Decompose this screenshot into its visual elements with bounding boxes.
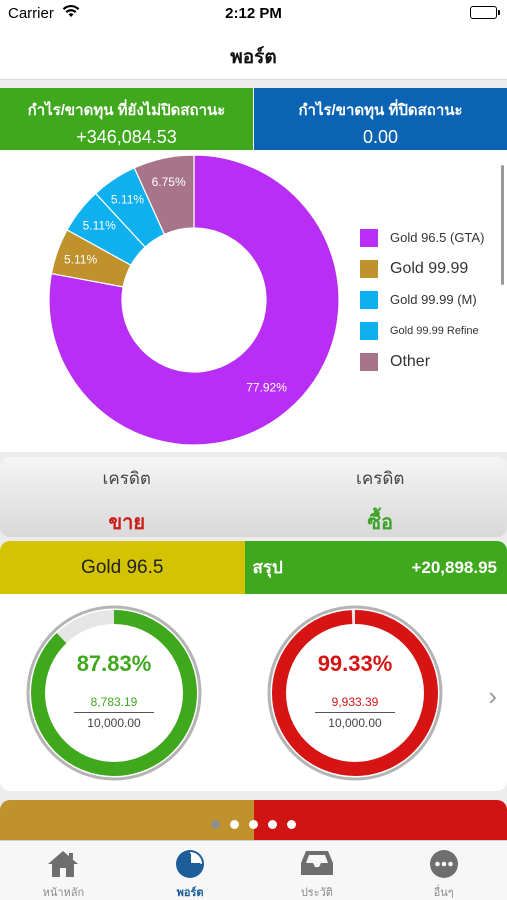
wifi-icon — [62, 4, 80, 22]
gauge-divider — [74, 712, 154, 713]
donut-slice-label: 6.75% — [152, 175, 186, 189]
legend-item: Gold 99.99 (M) — [360, 284, 484, 315]
credit-usage-gauge-buy: 99.33% 9,933.39 10,000.00 — [267, 605, 443, 781]
legend-label: Gold 99.99 — [390, 259, 469, 277]
donut-slice-label: 77.92% — [246, 380, 287, 394]
status-bar: Carrier 2:12 PM — [0, 0, 507, 28]
navigation-bar: พอร์ต — [0, 28, 507, 80]
legend-label: Other — [390, 352, 431, 370]
pie-chart-icon — [127, 849, 254, 878]
page-title: พอร์ต — [230, 47, 277, 68]
realized-pl-value: 0.00 — [362, 127, 399, 147]
gauge-ring — [26, 605, 202, 781]
tab-portfolio[interactable]: พอร์ต — [127, 841, 254, 900]
legend-label: Gold 99.99 (M) — [390, 292, 477, 307]
gauge-divider — [315, 712, 395, 713]
status-time: 2:12 PM — [225, 5, 282, 22]
summary-value: +20,898.95 — [411, 557, 497, 577]
summary-label: สรุป — [252, 558, 283, 577]
page-dot[interactable] — [211, 820, 220, 829]
vertical-scrollbar[interactable] — [501, 165, 504, 285]
credit-usage-gauge-sell: 87.83% 8,783.19 10,000.00 — [26, 605, 202, 781]
portfolio-scroll-view[interactable]: กำไร/ขาดทุน ที่ยังไม่ปิดสถานะ +346,084.5… — [0, 80, 507, 840]
chevron-right-icon[interactable]: › — [488, 681, 497, 711]
page-dot[interactable] — [287, 820, 296, 829]
gauge-ring — [267, 605, 443, 781]
legend-swatch — [360, 290, 378, 309]
tab-home[interactable]: หน้าหลัก — [0, 841, 127, 900]
credit-sell-column[interactable]: เครดิต ขาย — [0, 457, 254, 537]
gauge-percent: 99.33% — [317, 651, 393, 676]
unrealized-pl-value: +346,084.53 — [76, 127, 177, 147]
portfolio-card[interactable]: Gold 96.5 สรุป +20,898.95 87.83% 8,783.1… — [0, 541, 507, 791]
profit-loss-row: กำไร/ขาดทุน ที่ยังไม่ปิดสถานะ +346,084.5… — [0, 88, 507, 150]
tab-bar: หน้าหลัก พอร์ต ประวัติ — [0, 840, 507, 900]
portfolio-card-header: Gold 96.5 สรุป +20,898.95 — [0, 541, 507, 594]
legend-item: Other — [360, 346, 484, 377]
tab-portfolio-label: พอร์ต — [176, 887, 204, 899]
more-dots-icon — [380, 849, 507, 878]
gauge-numerator: 9,933.39 — [331, 695, 379, 709]
donut-slice-label: 5.11% — [111, 193, 144, 207]
donut-slice-label: 5.11% — [64, 252, 97, 266]
buy-credit-button[interactable]: ซื้อ — [367, 512, 394, 534]
tab-history[interactable]: ประวัติ — [254, 841, 381, 900]
battery-icon — [470, 6, 500, 19]
legend-swatch — [360, 228, 378, 247]
sell-credit-button[interactable]: ขาย — [108, 512, 146, 534]
gauge-denominator: 10,000.00 — [87, 716, 141, 730]
realized-pl-label: กำไร/ขาดทุน ที่ปิดสถานะ — [298, 102, 463, 119]
next-card-left — [0, 800, 254, 840]
credit-buy-label: เครดิต — [356, 469, 405, 488]
legend-label: Gold 99.99 Refine — [390, 324, 479, 337]
home-icon — [0, 849, 127, 877]
page-dot[interactable] — [268, 820, 277, 829]
donut-slice-label: 5.11% — [83, 219, 116, 233]
legend-label: Gold 96.5 (GTA) — [390, 230, 485, 245]
legend-item: Gold 99.99 — [360, 253, 484, 284]
legend-swatch — [360, 321, 378, 340]
page-dot[interactable] — [249, 820, 258, 829]
next-card-right — [253, 800, 507, 840]
tab-history-label: ประวัติ — [300, 887, 333, 899]
gauge-percent: 87.83% — [76, 651, 152, 676]
credit-row: เครดิต ขาย เครดิต ซื้อ — [0, 457, 507, 537]
credit-buy-column[interactable]: เครดิต ซื้อ — [254, 457, 507, 537]
allocation-donut-chart[interactable]: 77.92% 5.11% 5.11% 5.11% 6.75% — [0, 150, 350, 452]
page-dot[interactable] — [230, 820, 239, 829]
allocation-chart-card: 77.92% 5.11% 5.11% 5.11% 6.75% Gold 96.5 (GT… — [0, 150, 507, 452]
portfolio-summary: สรุป +20,898.95 — [244, 541, 507, 594]
tab-more-label: อื่นๆ — [433, 887, 454, 899]
legend-item: Gold 96.5 (GTA) — [360, 222, 484, 253]
gauge-denominator: 10,000.00 — [328, 716, 382, 730]
inbox-tray-icon — [254, 849, 381, 877]
legend-swatch — [360, 259, 378, 278]
gauge-numerator: 8,783.19 — [90, 695, 138, 709]
page-indicator[interactable] — [0, 820, 507, 836]
donut-slice[interactable] — [48, 154, 340, 446]
realized-pl-box: กำไร/ขาดทุน ที่ปิดสถานะ 0.00 — [254, 88, 507, 150]
legend-item: Gold 99.99 Refine — [360, 315, 484, 346]
chart-legend: Gold 96.5 (GTA) Gold 99.99 Gold 99.99 (M) G… — [360, 222, 484, 377]
unrealized-pl-box: กำไร/ขาดทุน ที่ยังไม่ปิดสถานะ +346,084.5… — [0, 88, 254, 150]
next-portfolio-card[interactable] — [0, 800, 507, 840]
legend-swatch — [360, 352, 378, 371]
unrealized-pl-label: กำไร/ขาดทุน ที่ยังไม่ปิดสถานะ — [27, 102, 226, 119]
credit-sell-label: เครดิต — [102, 469, 151, 488]
carrier-label: Carrier — [8, 5, 54, 22]
donut-slice[interactable] — [133, 154, 195, 236]
tab-more[interactable]: อื่นๆ — [380, 841, 507, 900]
portfolio-product-name: Gold 96.5 — [0, 541, 245, 594]
tab-home-label: หน้าหลัก — [42, 887, 85, 899]
